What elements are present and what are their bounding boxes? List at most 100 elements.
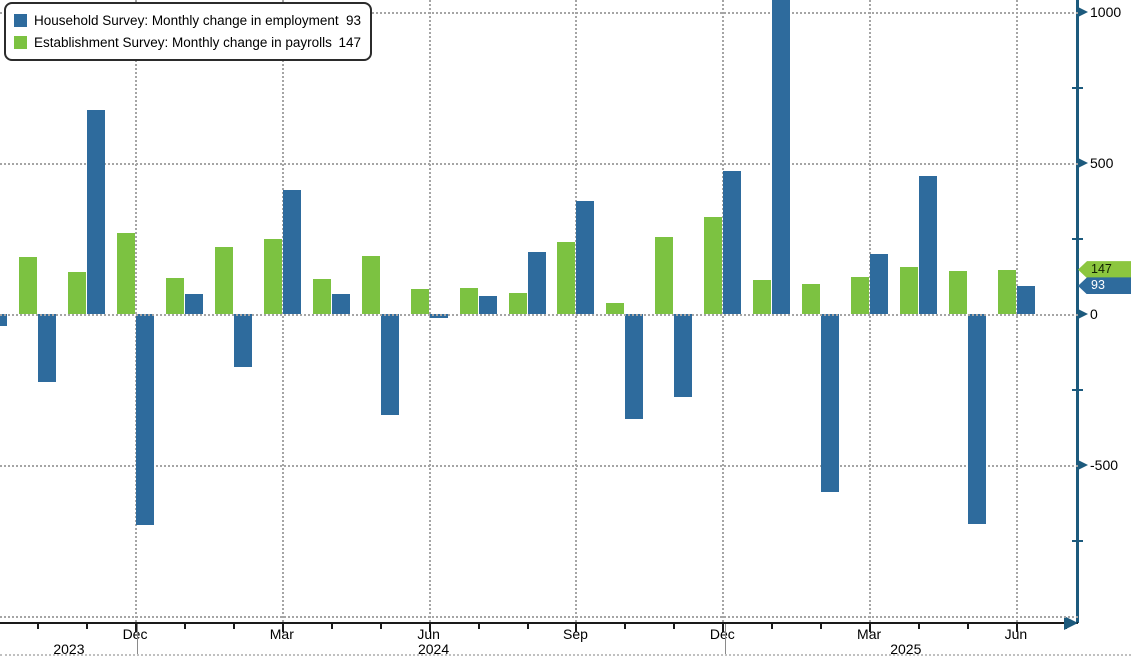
latest-value-badge-household: 93 [1078,277,1131,295]
bar-household-feb-2024 [233,314,252,368]
bar-household-aug-2024 [527,252,546,314]
x-tick-month-4 [183,624,186,629]
x-tick-month-10 [477,624,480,629]
x-tick-month-8 [379,624,382,629]
x-tick-month-19 [918,624,921,629]
bar-household-dec-2024 [723,170,742,314]
bar-household-sep-2023 [0,314,8,327]
bar-household-may-2025 [968,314,986,525]
bar-establishment-feb-2025 [802,284,821,314]
latest-value-badge-establishment: 147 [1078,261,1131,279]
x-tick-month-1 [37,624,40,629]
x-tick-label-sep-12: Sep [563,626,588,642]
year-label-2023: 2023 [53,641,85,657]
x-tick-month-17 [820,624,823,629]
x-tick-month-7 [330,624,333,629]
x-tick-label-dec-3: Dec [122,626,148,642]
x-tick-label-dec-15: Dec [709,626,735,642]
x-tick-month-5 [232,624,235,629]
bar-household-jan-2024 [184,294,203,314]
x-tick-month-15 [722,624,725,632]
y-tick-arrow--500-icon [1078,460,1088,470]
bar-household-apr-2025 [919,175,938,314]
bar-establishment-jun-2024 [410,288,429,314]
bar-household-apr-2024 [331,294,350,314]
bar-establishment-dec-2023 [117,233,136,314]
bar-household-jun-2025 [1016,285,1035,314]
y-tick-label--500: -500 [1090,457,1119,473]
legend-value-household: 93 [345,12,361,28]
bar-establishment-jan-2024 [165,278,184,314]
y-tick-arrow-0-icon [1078,309,1088,319]
bar-establishment-may-2025 [949,271,967,314]
x-tick-label-mar-6: Mar [269,626,294,642]
bar-household-mar-2025 [870,253,889,314]
x-tick-month-2 [86,624,89,629]
x-tick-label-jun-21: Jun [1004,626,1028,642]
gridline-y-1000 [0,12,1078,14]
x-tick-month-6 [281,624,284,632]
x-axis-arrow-icon [1064,616,1078,630]
bar-establishment-may-2024 [361,256,380,314]
gridline-y-0 [0,314,1078,316]
y-axis-line [1076,0,1079,623]
bar-household-jul-2024 [478,295,497,314]
x-tick-month-21 [1015,624,1018,632]
bar-household-sep-2024 [576,201,595,314]
x-tick-month-3 [135,624,138,632]
bar-establishment-sep-2024 [557,242,576,314]
bar-establishment-nov-2023 [68,271,87,314]
legend-item-household: Household Survey: Monthly change in empl… [14,9,361,31]
x-tick-month-14 [673,624,676,629]
y-tick-label-0: 0 [1090,306,1098,322]
x-tick-month-18 [869,624,872,632]
bar-establishment-jul-2024 [459,288,478,314]
bar-establishment-feb-2024 [214,246,233,314]
y-tick-label-1000: 1000 [1090,4,1122,20]
bar-establishment-aug-2024 [508,292,527,314]
bar-establishment-dec-2024 [704,217,723,314]
x-tick-month-16 [771,624,774,629]
legend-item-establishment: Establishment Survey: Monthly change in … [14,31,361,53]
legend-label-household: Household Survey: Monthly change in empl… [34,12,339,28]
bar-establishment-jun-2025 [997,269,1016,314]
x-tick-label-jun-9: Jun [417,626,440,642]
year-separator-1 [724,624,726,656]
gridline-y-500 [0,163,1078,165]
legend-label-establishment: Establishment Survey: Monthly change in … [34,34,332,50]
x-tick-month-9 [428,624,431,632]
bar-establishment-apr-2024 [312,279,331,314]
y-tick-arrow-1000-icon [1078,7,1088,17]
bar-household-oct-2024 [625,314,644,420]
year-separator-0 [137,624,139,656]
gridline-x-jun-9 [428,0,431,622]
plot-area [0,0,1078,622]
gridline-x-dec-3 [135,0,138,622]
household-series-swatch-icon [14,13,27,27]
bar-household-mar-2024 [282,190,301,314]
bar-household-dec-2023 [136,314,155,526]
year-label-2025: 2025 [890,641,922,657]
bar-household-oct-2023 [38,314,57,382]
year-label-2024: 2024 [417,641,450,657]
bar-establishment-mar-2024 [263,239,282,314]
x-tick-month-13 [624,624,627,629]
bar-establishment-oct-2024 [606,302,625,314]
badge-household-value: 93 [1091,278,1105,293]
bar-household-nov-2024 [674,314,693,398]
bar-establishment-jan-2025 [753,279,772,314]
x-tick-month-11 [526,624,529,629]
bar-household-jun-2024 [429,314,448,319]
x-tick-month-20 [967,624,969,629]
badge-establishment-value: 147 [1091,262,1112,277]
x-tick-month-12 [575,624,578,632]
bar-establishment-apr-2025 [900,267,919,314]
gridline-y--1000 [0,616,1078,618]
bar-household-feb-2025 [821,314,840,492]
y-tick-label-500: 500 [1090,155,1114,171]
bar-household-jan-2025 [772,0,791,314]
legend-value-establishment: 147 [338,34,361,50]
bar-establishment-nov-2024 [655,236,674,314]
establishment-series-swatch-icon [14,35,27,49]
